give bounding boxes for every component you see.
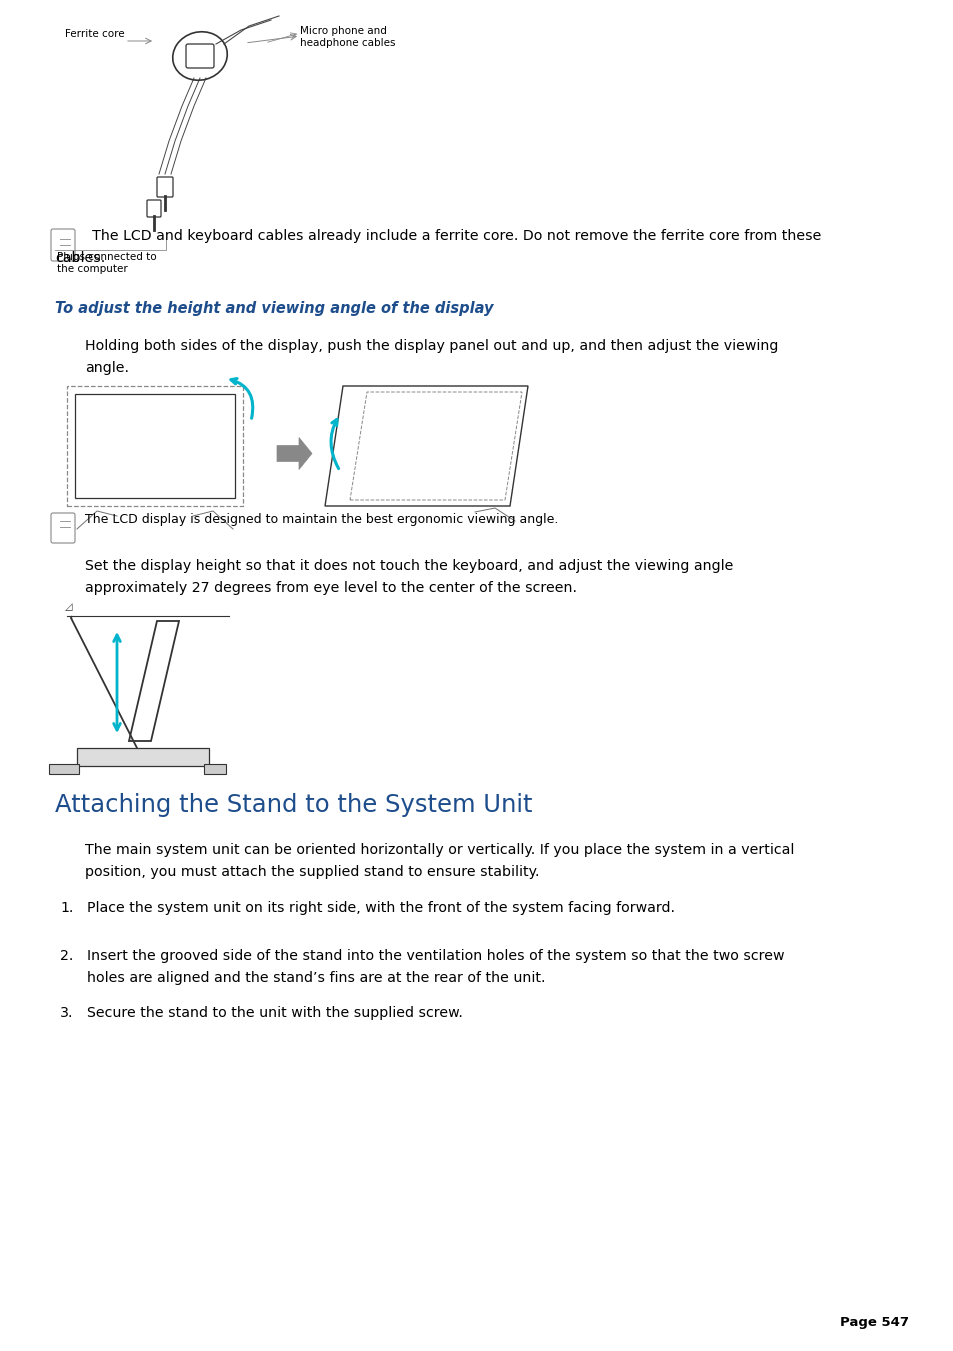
Text: cables.: cables. [55,251,105,265]
Polygon shape [276,438,312,470]
Bar [75,394,234,499]
Bar [67,386,243,507]
Text: Micro phone and
headphone cables: Micro phone and headphone cables [299,26,395,47]
Bar [77,748,209,766]
Text: Secure the stand to the unit with the supplied screw.: Secure the stand to the unit with the su… [87,1006,462,1020]
Text: approximately 27 degrees from eye level to the center of the screen.: approximately 27 degrees from eye level … [85,581,577,594]
Text: Page 547: Page 547 [840,1316,908,1329]
Text: Place the system unit on its right side, with the front of the system facing for: Place the system unit on its right side,… [87,901,675,915]
Text: Insert the grooved side of the stand into the ventilation holes of the system so: Insert the grooved side of the stand int… [87,948,783,963]
Text: angle.: angle. [85,361,129,376]
Text: The LCD and keyboard cables already include a ferrite core. Do not remove the fe: The LCD and keyboard cables already incl… [85,230,821,243]
Text: Ferrite core: Ferrite core [65,28,125,39]
Text: The LCD display is designed to maintain the best ergonomic viewing angle.: The LCD display is designed to maintain … [85,513,558,526]
Text: 3.: 3. [60,1006,73,1020]
Bar [49,765,79,774]
Text: 1.: 1. [60,901,73,915]
Text: The main system unit can be oriented horizontally or vertically. If you place th: The main system unit can be oriented hor… [85,843,794,857]
Text: ◿: ◿ [65,603,72,612]
Text: Holding both sides of the display, push the display panel out and up, and then a: Holding both sides of the display, push … [85,339,778,353]
Text: Plugs connected to
the computer: Plugs connected to the computer [57,253,156,274]
Text: To adjust the height and viewing angle of the display: To adjust the height and viewing angle o… [55,301,493,316]
Text: Set the display height so that it does not touch the keyboard, and adjust the vi: Set the display height so that it does n… [85,559,733,573]
Text: Attaching the Stand to the System Unit: Attaching the Stand to the System Unit [55,793,532,817]
Text: position, you must attach the supplied stand to ensure stability.: position, you must attach the supplied s… [85,865,539,880]
Text: 2.: 2. [60,948,73,963]
Bar [204,765,226,774]
Text: holes are aligned and the stand’s fins are at the rear of the unit.: holes are aligned and the stand’s fins a… [87,971,545,985]
